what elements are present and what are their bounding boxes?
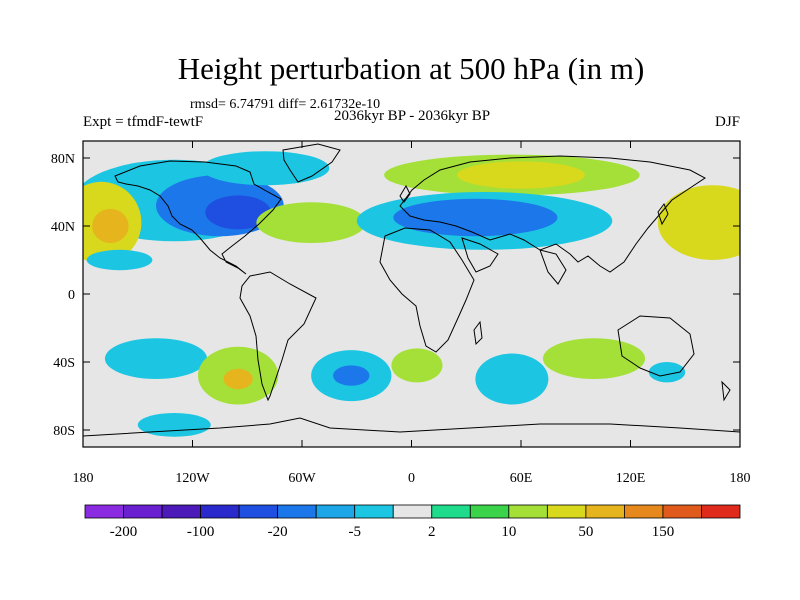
x-tick-label: 120E [616,471,646,486]
y-axis: 80N 40N 0 40S 80S [51,152,740,439]
coast-india [539,249,567,285]
colorbar-label: 2 [428,524,436,540]
colorbar-label: 150 [652,524,675,540]
map-plot-area: 180 120W 60W 0 60E 120E 180 80N 40N 0 40S 80S [51,140,751,486]
coast-greenland [282,143,341,183]
colorbar-label: -5 [348,524,361,540]
colorbar-label: -100 [187,524,215,540]
coast-africa [379,227,475,353]
period-label: 2036kyr BP - 2036kyr BP [334,108,490,124]
anomaly-s-pacific-high-core [223,368,253,390]
anomaly-indian-ocean-low [475,353,549,405]
x-tick-label: 180 [73,471,94,486]
coast-japan [657,202,669,226]
colorbar-swatch [469,504,510,519]
colorbar-label: 50 [578,524,593,540]
colorbar-label: 10 [501,524,516,540]
experiment-label: Expt = tfmdF-tewtF [83,114,203,130]
coastlines [83,143,740,437]
colorbar-label: -200 [110,524,138,540]
colorbar: -200 -100 -20 -5 2 10 50 150 [84,504,741,540]
colorbar-swatch [701,504,741,519]
anomaly-n-america-core [205,195,271,230]
anomaly-tasman-low [648,362,686,383]
x-tick-label: 60W [288,471,316,486]
anomaly-n-atlantic-high [256,202,366,244]
colorbar-swatch [431,504,471,519]
x-axis: 180 120W 60W 0 60E 120E 180 [73,141,751,486]
colorbar-swatch [546,504,587,519]
x-tick-label: 0 [408,471,415,486]
y-tick-label: 80N [51,152,75,167]
colorbar-swatch [585,504,625,519]
anomaly-antarctic-low [137,413,211,437]
colorbar-swatch [200,504,240,519]
coast-new-zealand [721,380,731,402]
coast-north-america [114,160,282,275]
colorbar-label: -20 [268,524,288,540]
anomaly-s-pacific-low [104,338,208,379]
x-tick-label: 60E [510,471,533,486]
anomaly-indian-ocean-high [542,338,646,379]
anomaly-eurasia-low [393,198,558,237]
y-tick-label: 40N [51,220,75,235]
colorbar-swatch [392,504,433,519]
x-tick-label: 180 [730,471,751,486]
x-tick-label: 120W [175,471,210,486]
chart-title: Height perturbation at 500 hPa (in m) [178,51,645,86]
colorbar-swatch [508,504,548,519]
coast-madagascar [473,320,483,346]
coast-arabia [461,237,499,273]
colorbar-swatch [354,504,394,519]
anomaly-s-africa-high [391,348,443,383]
anomaly-arctic-canada [201,151,330,186]
coast-eurasia [399,155,706,273]
anomaly-subtropical-pacific-low [86,249,153,271]
season-label: DJF [715,114,740,130]
stats-line: rmsd= 6.74791 diff= 2.61732e-10 [190,97,380,112]
coast-australia [617,315,695,377]
anomaly-s-atlantic-core [333,365,370,386]
colorbar-swatch [238,504,279,519]
y-tick-label: 40S [53,356,75,371]
anomaly-field [83,151,740,437]
y-tick-label: 80S [53,424,75,439]
colorbar-swatch [624,504,664,519]
anomaly-n-pacific-core-high [92,209,129,243]
colorbar-swatch [161,504,201,519]
coast-antarctica [83,417,740,437]
colorbar-swatch [277,504,317,519]
coast-south-america [239,271,317,402]
colorbar-swatch [123,504,163,519]
colorbar-swatch [662,504,702,519]
coast-uk [399,184,411,203]
anomaly-n-pacific-east-high [657,185,740,260]
anomaly-siberia-high [457,161,585,189]
colorbar-swatch [315,504,356,519]
colorbar-swatch [84,504,124,519]
y-tick-label: 0 [68,288,75,303]
